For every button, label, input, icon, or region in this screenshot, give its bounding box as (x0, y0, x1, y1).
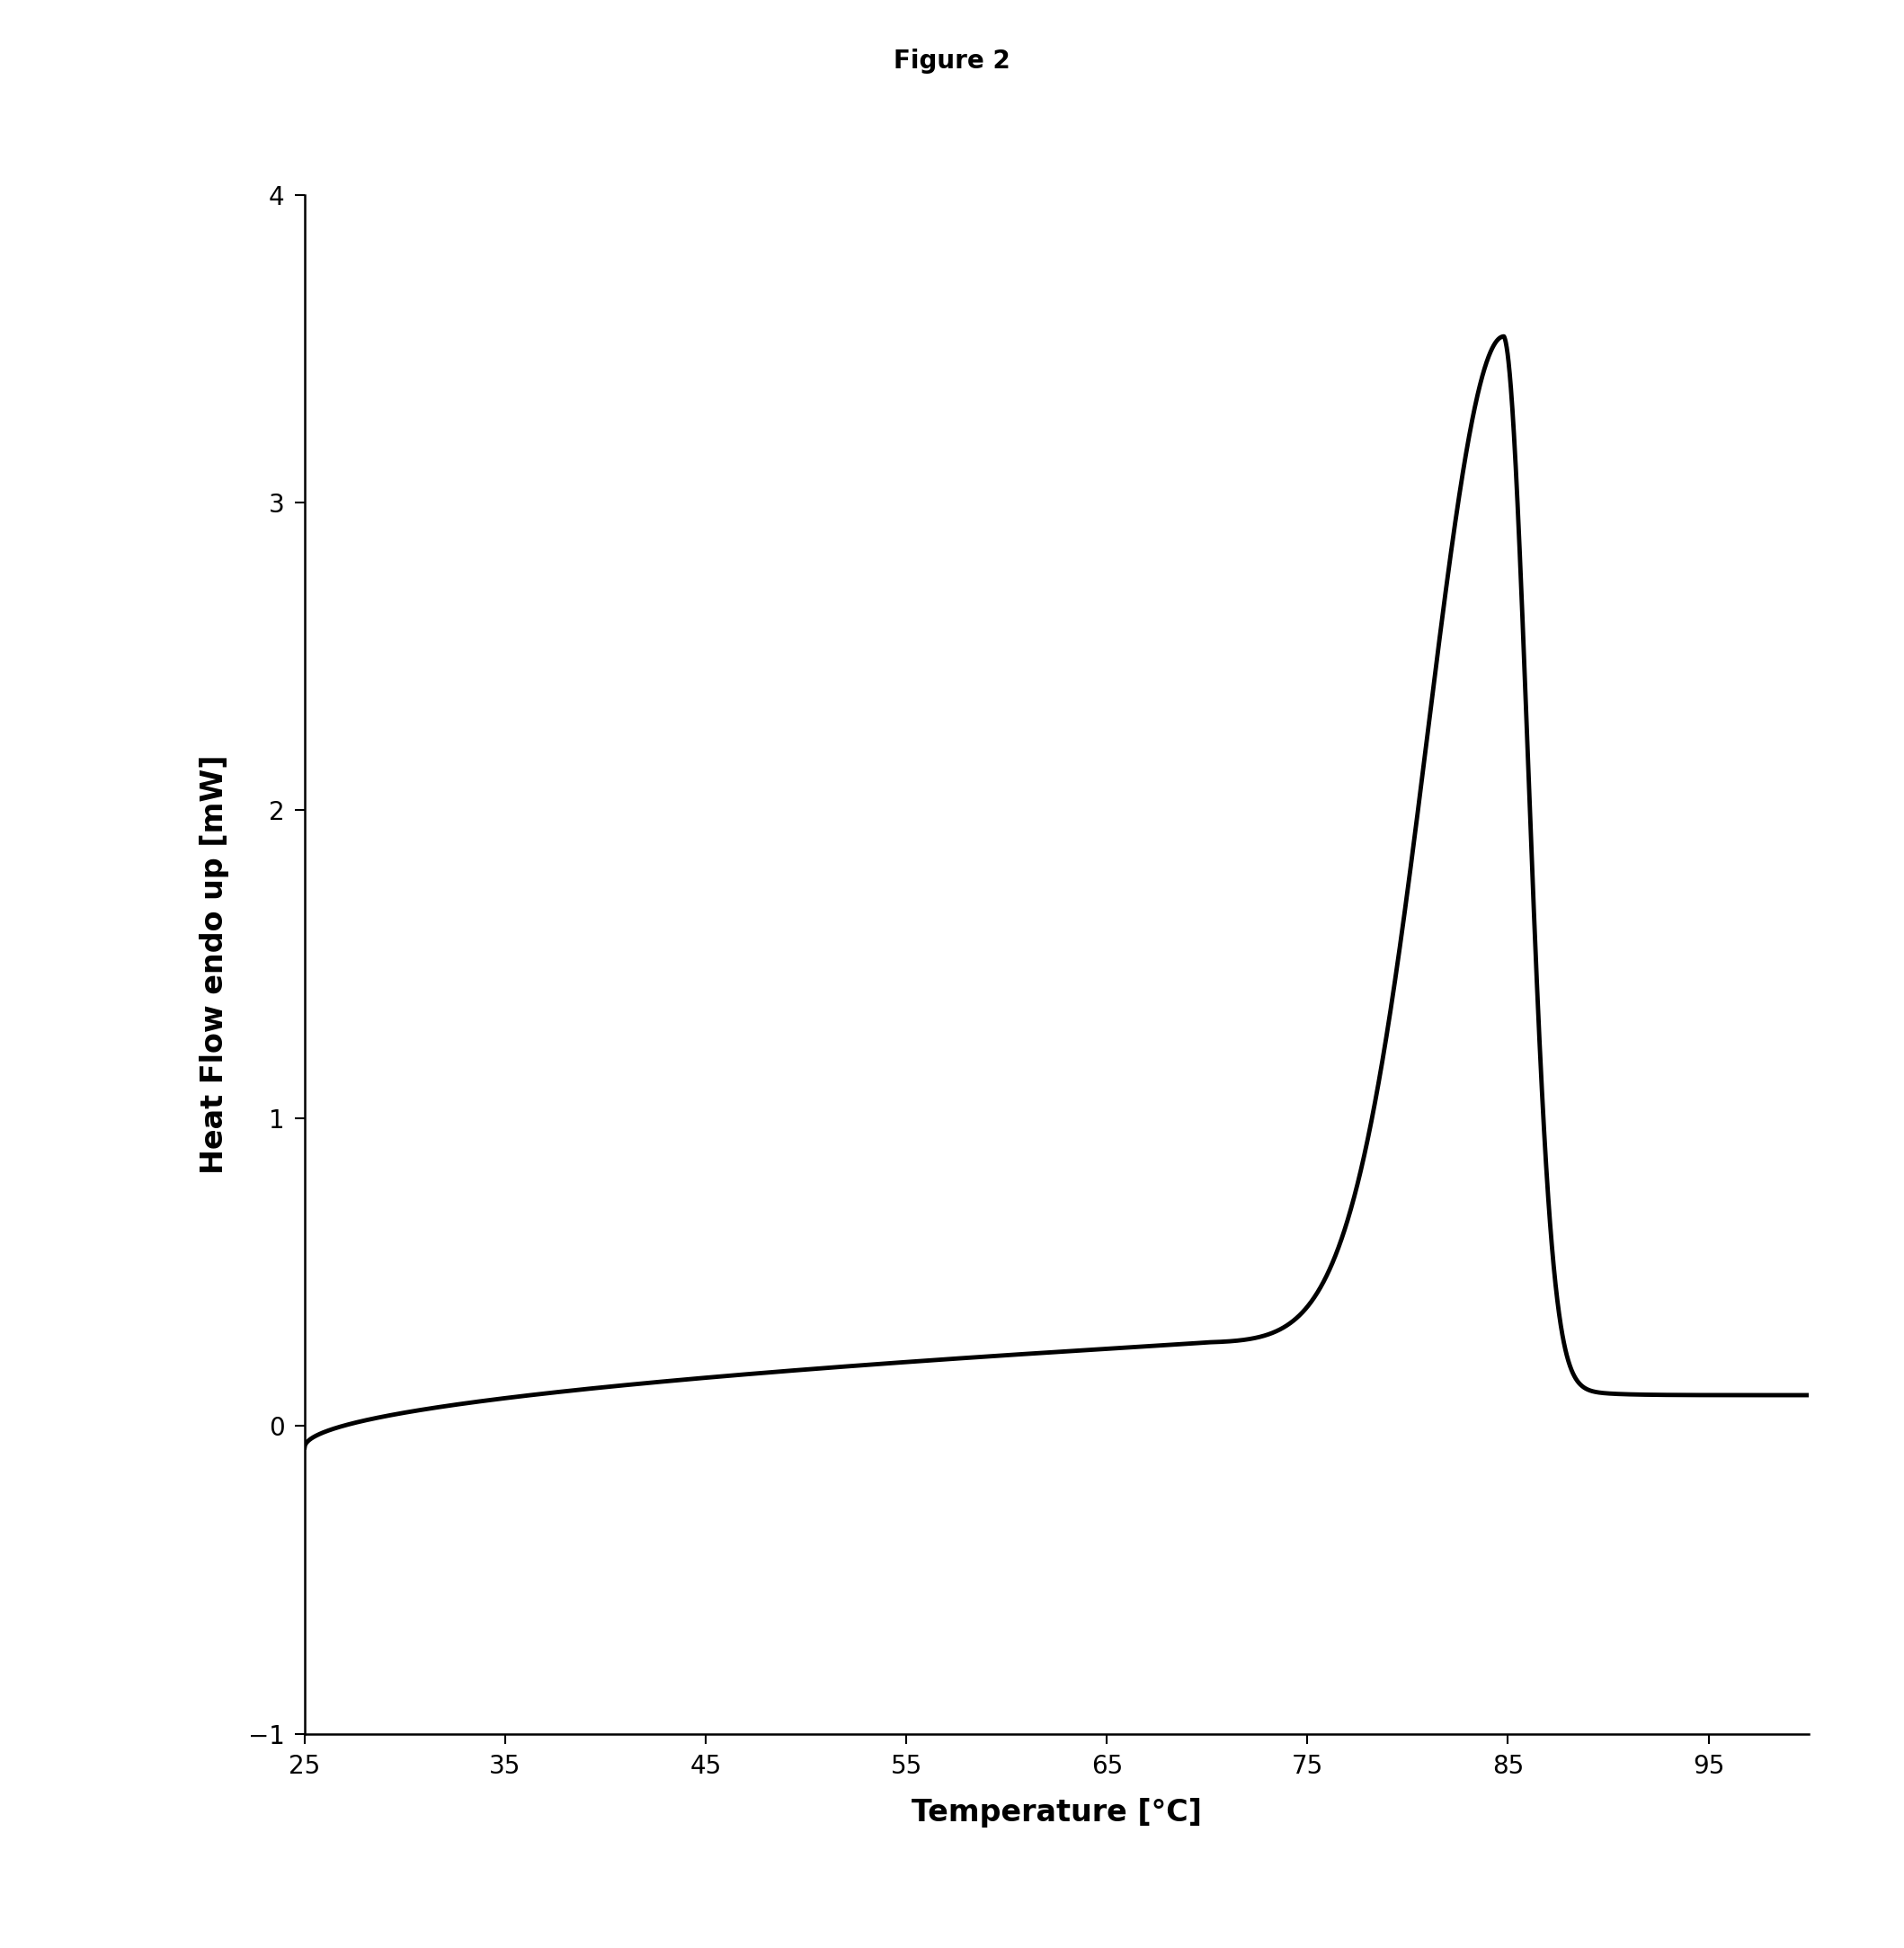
Text: Figure 2: Figure 2 (893, 49, 1011, 74)
X-axis label: Temperature [°C]: Temperature [°C] (912, 1798, 1201, 1827)
Y-axis label: Heat Flow endo up [mW]: Heat Flow endo up [mW] (200, 754, 228, 1175)
